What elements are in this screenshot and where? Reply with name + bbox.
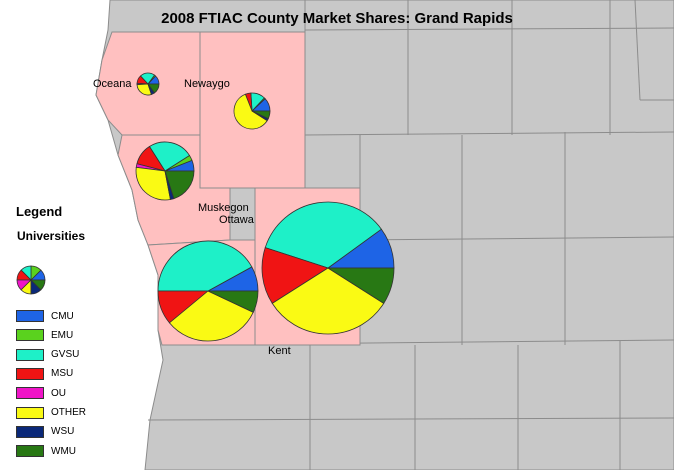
legend-heading: Legend [16,204,63,219]
pie-muskegon [135,141,195,201]
legend-swatch [16,425,44,438]
pie-slice-kent-msu [261,247,329,304]
legend-item-gvsu: GVSU [16,348,79,362]
pie-kent [261,201,395,335]
pie-oceana [136,72,160,96]
map-title: 2008 FTIAC County Market Shares: Grand R… [161,10,513,27]
legend-sample-pie [16,265,46,295]
legend-label: OU [51,387,66,399]
legend-label: CMU [51,310,74,322]
legend-label: EMU [51,329,74,341]
legend-swatch [16,367,44,380]
pie-ottawa [157,240,259,342]
pie-slice-muskegon-wmu [164,170,195,200]
legend-item-wsu: WSU [16,425,74,439]
pie-slice-ottawa-other [168,290,254,342]
pie-slice-newaygo-other [233,93,268,130]
legend-item-other: OTHER [16,406,86,420]
legend-swatch [16,387,44,400]
pie-slice-kent-other [271,267,385,335]
pie-slice-oceana-wmu [147,83,160,94]
legend-swatch [16,310,44,322]
legend-label: GVSU [51,349,80,361]
legend-swatch [16,348,44,361]
pie-slice-legend-wmu [30,279,46,291]
pie-slice-muskegon-gvsu [148,141,191,172]
legend-swatch [16,406,44,419]
label-newaygo: Newaygo [184,78,230,90]
legend-label: MSU [51,368,74,380]
legend-item-msu: MSU [16,367,73,381]
label-oceana: Oceana [93,78,132,90]
pie-slice-newaygo-wmu [251,110,271,120]
pie-slice-kent-wmu [326,267,395,304]
legend-item-cmu: CMU [16,309,74,323]
label-ottawa: Ottawa [219,214,254,226]
legend-subheading: Universities [17,229,86,243]
legend-label: OTHER [51,407,86,418]
legend-item-ou: OU [16,386,66,400]
legend-swatch [16,329,44,342]
pie-slice-ottawa-wmu [207,290,259,313]
pie-slice-muskegon-other [135,166,171,201]
legend-label: WMU [51,445,76,457]
label-kent: Kent [268,345,291,357]
county-borders [147,0,674,470]
legend-item-emu: EMU [16,328,73,342]
pie-slice-kent-gvsu [264,201,382,269]
pie-newaygo [233,92,271,130]
legend-swatch [16,445,44,458]
legend-label: WSU [51,426,75,438]
label-muskegon: Muskegon [198,202,249,214]
legend-item-wmu: WMU [16,444,76,458]
pie-slice-ottawa-gvsu [157,240,253,292]
